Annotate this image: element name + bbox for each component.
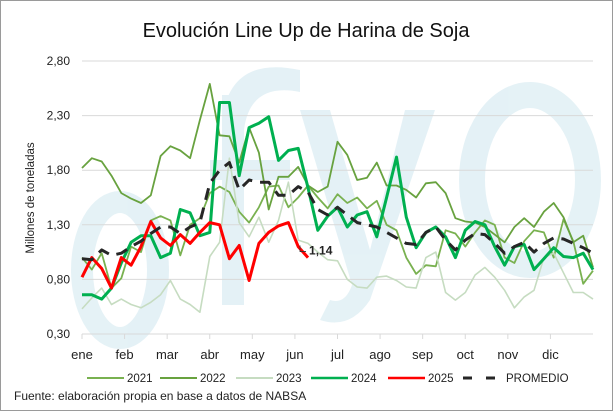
y-tick-label: 2,30 — [47, 109, 71, 123]
x-tick-label: feb — [116, 347, 134, 362]
chart-title: Evolución Line Up de Harina de Soja — [143, 20, 471, 42]
y-tick-label: 0,80 — [47, 272, 71, 286]
y-tick-label: 2,80 — [47, 54, 71, 68]
x-tick-label: sep — [412, 347, 433, 362]
source-note: Fuente: elaboración propia en base a dat… — [14, 389, 306, 403]
y-tick-label: 1,80 — [47, 163, 71, 177]
x-tick-label: ene — [71, 347, 93, 362]
x-tick-label: may — [240, 347, 265, 362]
y-axis-label: Millones de toneladas — [25, 142, 37, 253]
series-line-promedio — [81, 161, 594, 262]
y-tick-label: 0,30 — [47, 327, 71, 341]
x-tick-label: ago — [369, 347, 391, 362]
legend-label-promedio: PROMEDIO — [506, 373, 569, 385]
x-tick-label: jul — [330, 347, 344, 362]
annotation-label: 1,14 — [309, 244, 333, 258]
legend-label-2023: 2023 — [276, 373, 302, 385]
x-tick-label: dic — [542, 347, 559, 362]
legend-label-2024: 2024 — [351, 373, 377, 385]
x-tick-label: oct — [457, 347, 475, 362]
legend-label-2022: 2022 — [200, 373, 226, 385]
annotation-leader — [299, 245, 307, 252]
legend-label-2021: 2021 — [127, 373, 153, 385]
y-tick-label: 1,30 — [47, 218, 71, 232]
legend-label-2025: 2025 — [428, 373, 454, 385]
series-line-2025 — [80, 220, 310, 290]
x-tick-label: abr — [200, 347, 219, 362]
series-line-2022 — [81, 83, 594, 268]
series-line-2023 — [81, 157, 594, 314]
x-tick-label: nov — [497, 347, 518, 362]
x-tick-label: jun — [285, 347, 303, 362]
x-tick-label: mar — [156, 347, 179, 362]
